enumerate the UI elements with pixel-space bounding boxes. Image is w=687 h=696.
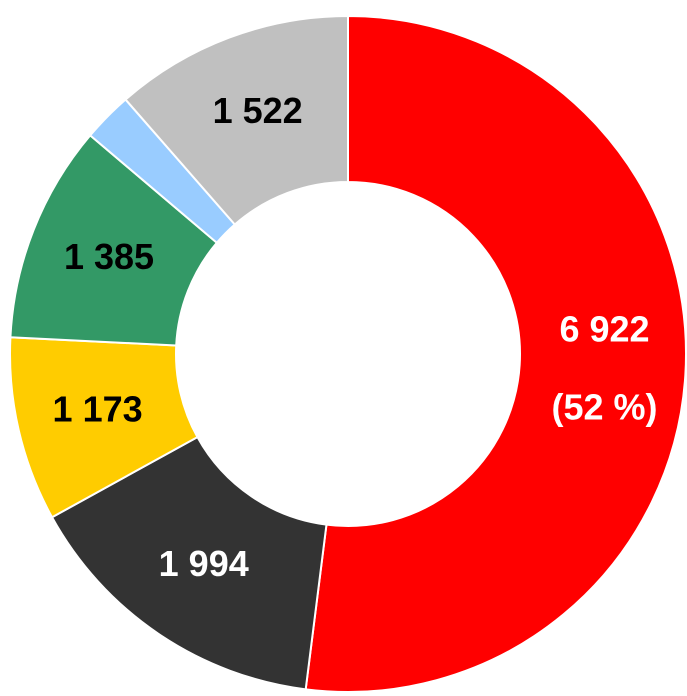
value-label: 1 994 bbox=[159, 543, 249, 584]
slice bbox=[50, 435, 328, 691]
value-label: 6 922 bbox=[559, 309, 649, 350]
value-label: 1 522 bbox=[213, 90, 303, 131]
slice bbox=[124, 14, 349, 226]
value-label: 1 173 bbox=[53, 388, 143, 429]
slice bbox=[304, 14, 687, 693]
value-label: 1 385 bbox=[64, 236, 154, 277]
percent-label: (52 %) bbox=[551, 387, 657, 428]
